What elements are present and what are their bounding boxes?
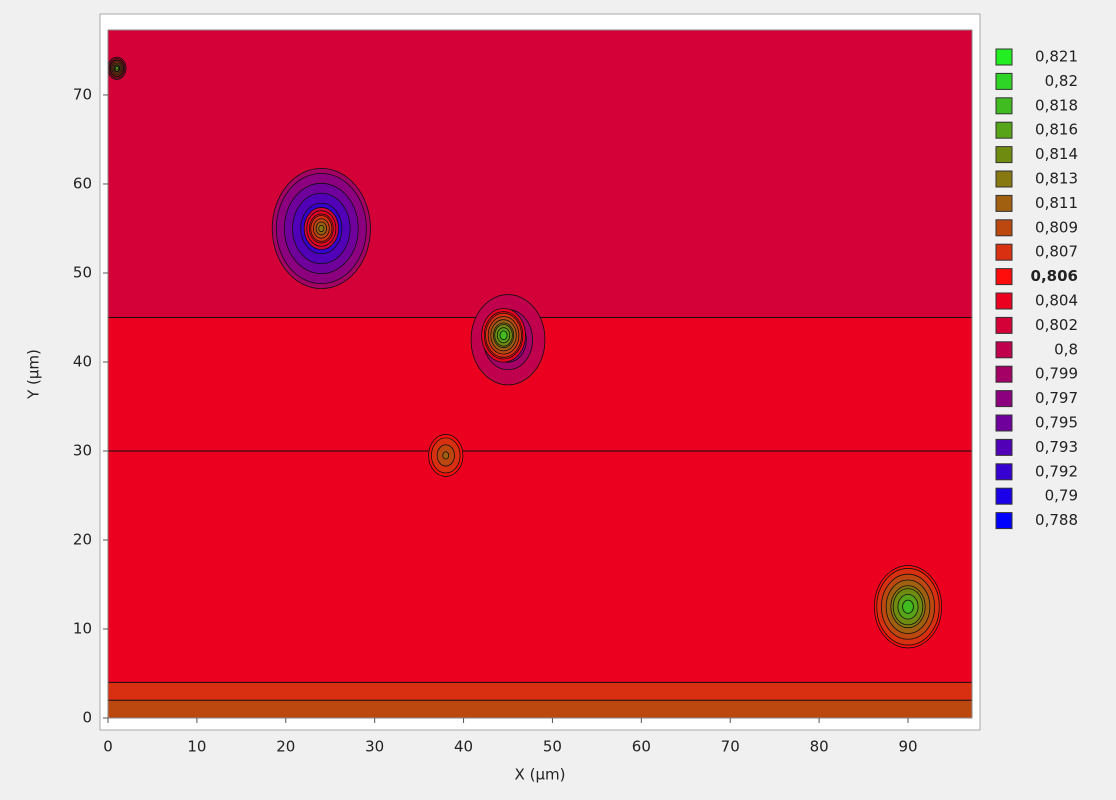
- y-tick-label: 10: [73, 619, 92, 637]
- legend-label: 0,793: [1035, 438, 1078, 456]
- legend-label: 0,795: [1035, 414, 1078, 432]
- legend-swatch: [995, 194, 1013, 212]
- legend-swatch: [995, 292, 1013, 310]
- y-tick-label: 50: [73, 263, 92, 281]
- legend-label: 0,818: [1035, 96, 1078, 114]
- legend-swatch: [995, 121, 1013, 139]
- x-tick-label: 60: [632, 738, 651, 756]
- y-tick-label: 0: [82, 709, 92, 727]
- legend-label: 0,813: [1035, 170, 1078, 188]
- legend-swatch: [995, 72, 1013, 90]
- legend-label: 0,79: [1045, 487, 1078, 505]
- legend-swatch: [995, 463, 1013, 481]
- legend-swatch: [995, 390, 1013, 408]
- x-axis-label: X (µm): [515, 766, 566, 784]
- legend-label: 0,792: [1035, 462, 1078, 480]
- contour-band: [108, 450, 972, 683]
- contour-ring: [902, 599, 914, 614]
- y-tick-label: 30: [73, 441, 92, 459]
- legend-swatch: [995, 512, 1013, 530]
- legend-label: 0,821: [1035, 48, 1078, 66]
- plot-area: [108, 30, 972, 718]
- y-tick-label: 60: [73, 174, 92, 192]
- legend-label: 0,802: [1035, 316, 1078, 334]
- legend-swatch: [995, 219, 1013, 237]
- x-tick-label: 0: [103, 738, 113, 756]
- contour-band: [108, 700, 972, 718]
- contour-ring: [115, 66, 119, 71]
- x-tick-label: 30: [365, 738, 384, 756]
- legend-label: 0,788: [1035, 511, 1078, 529]
- legend-swatch: [995, 316, 1013, 334]
- y-tick-label: 20: [73, 530, 92, 548]
- legend-swatch: [995, 268, 1013, 286]
- legend-label: 0,806: [1031, 267, 1078, 285]
- legend-label: 0,797: [1035, 389, 1078, 407]
- y-tick-label: 70: [73, 85, 92, 103]
- legend-swatch: [995, 243, 1013, 261]
- x-tick-label: 50: [543, 738, 562, 756]
- x-tick-label: 10: [187, 738, 206, 756]
- legend-swatch: [995, 97, 1013, 115]
- plot-border: [107, 29, 973, 719]
- legend-label: 0,811: [1035, 194, 1078, 212]
- legend-label: 0,814: [1035, 145, 1078, 163]
- legend-label: 0,804: [1035, 292, 1078, 310]
- y-axis-label: Y (µm): [25, 349, 43, 400]
- contour-band: [108, 30, 972, 318]
- legend-swatch: [995, 48, 1013, 66]
- contour-ring: [499, 330, 508, 341]
- legend-label: 0,82: [1045, 72, 1078, 90]
- y-tick-label: 40: [73, 352, 92, 370]
- x-tick-label: 90: [898, 738, 917, 756]
- x-tick-label: 20: [276, 738, 295, 756]
- legend-label: 0,816: [1035, 121, 1078, 139]
- legend-swatch: [995, 414, 1013, 432]
- x-tick-label: 70: [721, 738, 740, 756]
- legend-swatch: [995, 146, 1013, 164]
- contour-ring: [442, 451, 450, 460]
- legend-swatch: [995, 170, 1013, 188]
- legend-swatch: [995, 365, 1013, 383]
- legend-swatch: [995, 487, 1013, 505]
- legend-swatch: [995, 438, 1013, 456]
- contour-ring: [318, 224, 325, 233]
- legend-label: 0,8: [1054, 340, 1078, 358]
- legend-swatch: [995, 341, 1013, 359]
- x-tick-label: 80: [810, 738, 829, 756]
- legend-label: 0,799: [1035, 365, 1078, 383]
- x-tick-label: 40: [454, 738, 473, 756]
- legend-label: 0,807: [1035, 243, 1078, 261]
- legend-label: 0,809: [1035, 218, 1078, 236]
- contour-band: [108, 682, 972, 701]
